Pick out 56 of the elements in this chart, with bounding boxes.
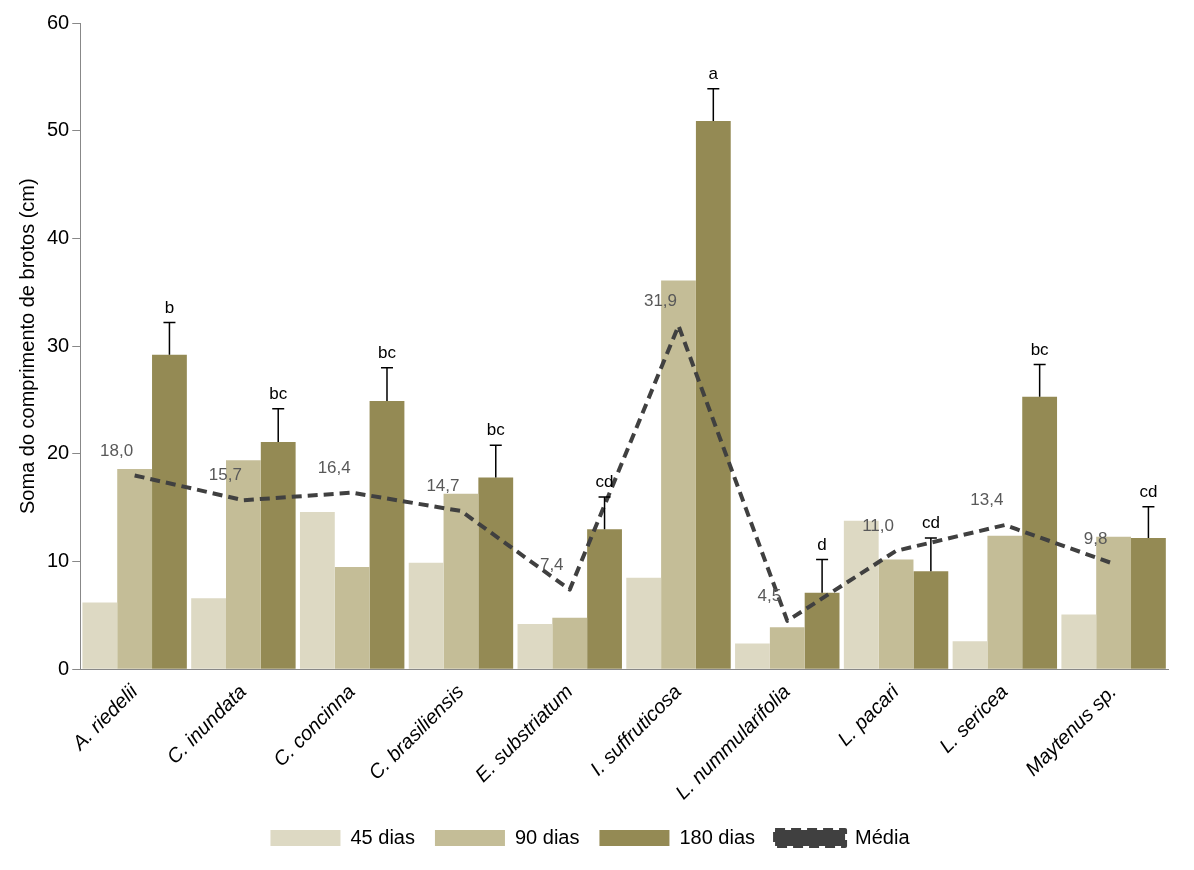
legend-label: Média bbox=[855, 825, 911, 848]
y-tick-label: 60 bbox=[47, 10, 70, 33]
data-label: cd bbox=[921, 513, 940, 533]
y-tick-label: 20 bbox=[47, 441, 70, 464]
data-label: 18,0 bbox=[100, 440, 134, 460]
bar bbox=[552, 617, 588, 669]
data-label: 14,7 bbox=[426, 476, 460, 496]
data-label: bc bbox=[378, 342, 397, 362]
bar bbox=[1022, 396, 1058, 669]
bar bbox=[735, 643, 770, 669]
data-label: d bbox=[817, 534, 827, 554]
bar bbox=[913, 571, 949, 669]
legend-label: 45 dias bbox=[350, 825, 415, 848]
data-label: bc bbox=[269, 383, 288, 403]
legend-label: 180 dias bbox=[679, 825, 756, 848]
bar bbox=[952, 641, 988, 669]
bar bbox=[695, 121, 731, 669]
legend-label: 90 dias bbox=[514, 825, 580, 848]
y-axis-title: Soma do comprimento de brotos (cm) bbox=[15, 178, 38, 515]
bar bbox=[478, 477, 514, 669]
bar bbox=[191, 598, 227, 669]
data-label: a bbox=[708, 63, 719, 83]
bar bbox=[1061, 614, 1097, 669]
bar bbox=[260, 442, 296, 669]
y-tick-label: 30 bbox=[47, 333, 70, 356]
bar bbox=[878, 559, 914, 669]
bar bbox=[82, 602, 118, 669]
bar bbox=[152, 354, 187, 669]
data-label: cd bbox=[1139, 481, 1158, 501]
bar bbox=[804, 592, 840, 669]
y-tick-label: 40 bbox=[47, 225, 70, 248]
bar bbox=[299, 512, 335, 669]
bar bbox=[587, 529, 622, 669]
data-label: b bbox=[164, 297, 175, 317]
bar bbox=[769, 627, 805, 669]
data-label: bc bbox=[486, 420, 506, 440]
bar bbox=[334, 567, 370, 669]
bar bbox=[517, 624, 553, 669]
bar bbox=[369, 401, 405, 669]
y-tick-label: 50 bbox=[47, 118, 70, 141]
bar bbox=[443, 493, 479, 669]
data-label: 9,8 bbox=[1083, 528, 1108, 548]
y-tick-label: 0 bbox=[58, 656, 70, 679]
bar bbox=[117, 468, 153, 669]
data-label: 4,5 bbox=[757, 586, 782, 606]
bar bbox=[987, 535, 1023, 669]
data-label: 13,4 bbox=[970, 490, 1004, 510]
data-label: 11,0 bbox=[862, 516, 894, 536]
data-label: 7,4 bbox=[539, 554, 564, 574]
bar bbox=[1131, 537, 1166, 669]
y-tick-label: 10 bbox=[47, 549, 70, 572]
data-label: 16,4 bbox=[317, 457, 351, 477]
data-label: cd bbox=[595, 472, 614, 492]
bar bbox=[626, 577, 662, 669]
data-label: bc bbox=[1030, 339, 1050, 359]
bar bbox=[408, 562, 444, 669]
